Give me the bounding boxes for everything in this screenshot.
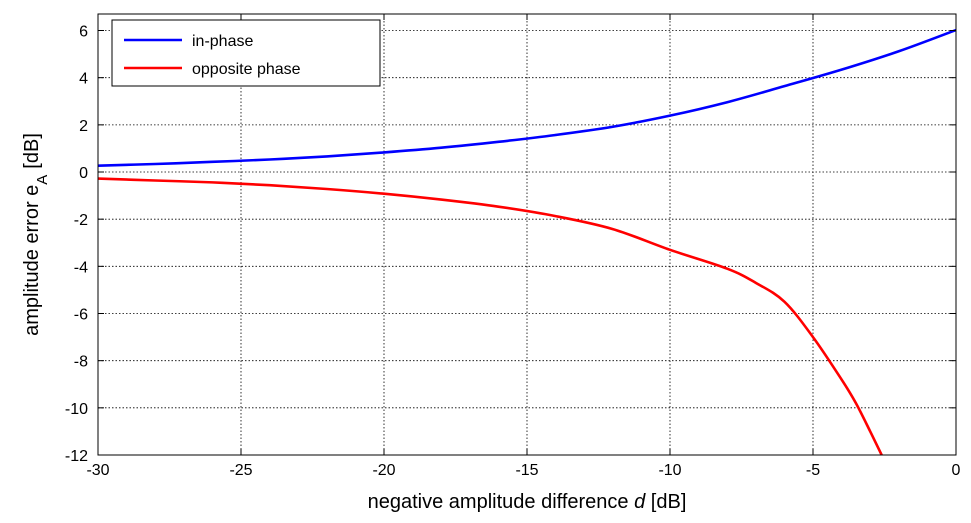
series-line-opposite-phase	[97, 177, 883, 456]
x-axis-label: negative amplitude difference d [dB]	[368, 491, 687, 513]
x-tick-label: -20	[372, 462, 395, 479]
legend-label: opposite phase	[192, 61, 301, 78]
legend-label: in-phase	[192, 33, 253, 50]
x-tick-label: -10	[658, 462, 681, 479]
y-axis-label-text: amplitude error e	[21, 185, 43, 336]
legend-box	[111, 19, 381, 87]
x-axis-label-text: negative amplitude difference	[368, 491, 629, 513]
y-tick-label: -2	[74, 212, 88, 229]
series-line-in-phase	[97, 28, 957, 167]
y-tick-label: 2	[79, 118, 88, 135]
y-tick-label: -10	[65, 401, 88, 418]
x-tick-label: -15	[515, 462, 538, 479]
x-tick-label: -25	[229, 462, 252, 479]
y-axis-label: amplitude error eA [dB]	[21, 133, 51, 336]
y-tick-label: 4	[79, 71, 88, 88]
y-axis-label-unit: [dB]	[21, 133, 43, 169]
x-axis-label-symbol: d	[634, 491, 646, 513]
legend: in-phase opposite phase	[111, 19, 381, 87]
y-tick-label: -6	[74, 307, 88, 324]
grid-lines	[98, 14, 956, 455]
series-group	[97, 28, 957, 456]
y-tick-label: 0	[79, 165, 88, 182]
x-tick-label: 0	[952, 462, 961, 479]
y-tick-label: 6	[79, 24, 88, 41]
x-tick-label: -30	[86, 462, 109, 479]
y-tick-label: -8	[74, 354, 88, 371]
y-tick-label: -4	[74, 259, 88, 276]
x-axis-label-unit: [dB]	[651, 491, 687, 513]
y-tick-label: -12	[65, 448, 88, 465]
y-axis-label-subscript: A	[34, 175, 51, 185]
x-tick-label: -5	[806, 462, 820, 479]
